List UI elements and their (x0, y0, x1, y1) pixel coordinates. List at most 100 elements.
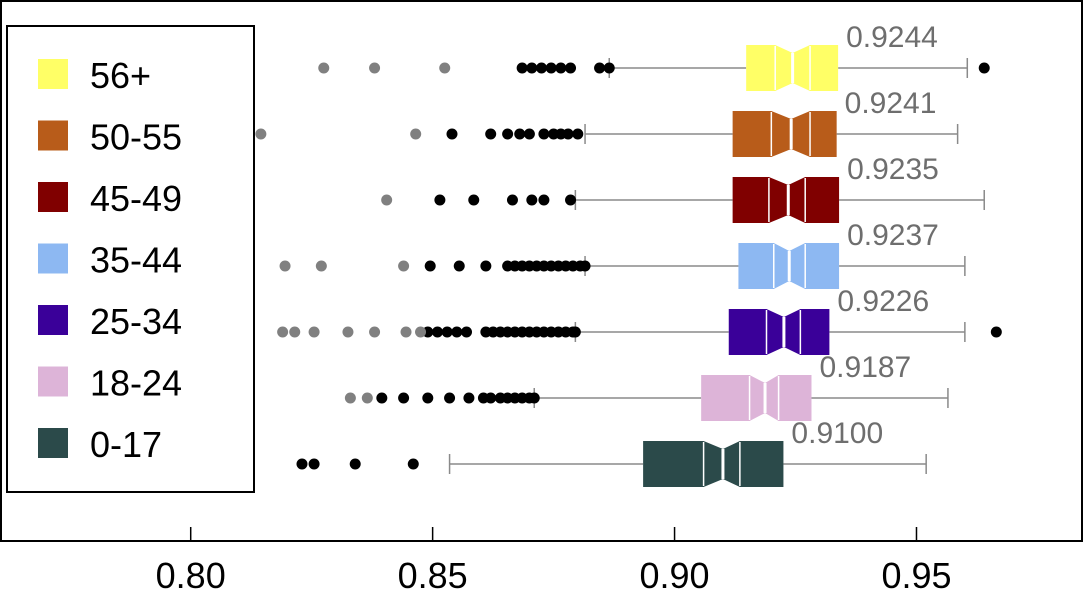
outlier-point (424, 260, 436, 272)
outlier-point-far (344, 392, 356, 404)
outlier-point (562, 128, 574, 140)
outlier-point-far (369, 326, 381, 338)
outlier-point-far (277, 326, 289, 338)
box-body (643, 441, 784, 487)
legend-label: 50-55 (90, 117, 182, 158)
x-axis: 0.80 0.85 0.90 0.95 (156, 527, 952, 596)
outlier-point (594, 62, 606, 74)
outlier-point (463, 392, 475, 404)
outlier-point-far (369, 62, 381, 74)
outlier-point (990, 326, 1002, 338)
outlier-point-far (315, 260, 327, 272)
outlier-point (526, 62, 538, 74)
box-body (701, 375, 812, 421)
outlier-point (444, 392, 456, 404)
box-body (732, 111, 837, 157)
outlier-point-far (398, 260, 410, 272)
x-tick-label: 0.90 (640, 555, 710, 596)
legend-label: 18-24 (90, 363, 182, 404)
outlier-point-far (415, 326, 427, 338)
legend-swatch (38, 428, 68, 458)
outlier-point (308, 458, 320, 470)
outlier-point (453, 260, 465, 272)
outlier-point-far (410, 128, 422, 140)
legend-swatch (38, 243, 68, 274)
boxes-layer: 0.9244 0.9241 0.9235 0.9237 0.9226 0.9187 0.91… (243, 21, 1002, 487)
outlier-point (526, 194, 538, 206)
legend-label: 35-44 (90, 240, 182, 281)
x-tick-label: 0.95 (881, 555, 951, 596)
median-value-label: 0.9241 (845, 87, 937, 120)
outlier-point (398, 392, 410, 404)
outlier-point (451, 326, 463, 338)
median-value-label: 0.9100 (791, 417, 883, 450)
outlier-point (978, 62, 990, 74)
outlier-point (572, 128, 584, 140)
outlier-point-far (381, 194, 393, 206)
outlier-point (468, 194, 480, 206)
outlier-point (536, 62, 547, 74)
outlier-point (480, 260, 492, 272)
outlier-point (485, 392, 497, 404)
outlier-point (538, 194, 550, 206)
outlier-point-far (439, 62, 451, 74)
outlier-point (506, 194, 518, 206)
legend-swatch (38, 305, 68, 335)
outlier-point (516, 62, 528, 74)
outlier-point (461, 326, 473, 338)
outlier-point (579, 260, 591, 272)
outlier-point (296, 458, 308, 470)
outlier-point (538, 128, 550, 140)
box-group-45-49: 0.9235 (381, 153, 985, 223)
x-tick-label: 0.80 (156, 555, 226, 596)
box-group-18-24: 0.9187 (344, 351, 949, 421)
outlier-point (446, 128, 458, 140)
legend-swatch (38, 366, 68, 397)
box-group-25-34: 0.9226 (277, 285, 1002, 355)
outlier-point (434, 194, 446, 206)
median-value-label: 0.9235 (847, 153, 939, 186)
median-value-label: 0.9226 (837, 285, 929, 318)
x-tick-label: 0.85 (398, 555, 468, 596)
outlier-point (528, 392, 540, 404)
box-body (732, 177, 840, 223)
outlier-point (565, 194, 577, 206)
legend: 56+ 50-55 45-49 35-44 25-34 18-24 0-17 (6, 25, 255, 493)
outlier-point (523, 128, 535, 140)
outlier-point-far (318, 62, 330, 74)
outlier-point (431, 326, 443, 338)
outlier-point-far (289, 326, 301, 338)
box-group-35-44: 0.9237 (279, 219, 966, 289)
outlier-point (569, 326, 581, 338)
outlier-point-far (279, 260, 291, 272)
outlier-point (376, 392, 388, 404)
box-group-50-55: 0.9241 (255, 87, 959, 157)
outlier-point (407, 458, 419, 470)
legend-label: 45-49 (90, 178, 182, 219)
outlier-point-far (255, 128, 267, 140)
legend-swatch (38, 120, 68, 151)
outlier-point-far (308, 326, 320, 338)
legend-swatch (38, 59, 68, 89)
outlier-point-far (361, 392, 373, 404)
outlier-point (349, 458, 361, 470)
outlier-point-far (400, 326, 412, 338)
legend-swatch (38, 182, 68, 212)
outlier-point (485, 128, 497, 140)
legend-label: 25-34 (90, 301, 182, 342)
median-value-label: 0.9237 (847, 219, 939, 252)
outlier-point-far (342, 326, 354, 338)
outlier-point (502, 128, 514, 140)
box-group-56+: 0.9244 (318, 21, 990, 91)
outlier-point (565, 62, 577, 74)
outlier-point (555, 62, 567, 74)
outlier-point (603, 62, 615, 74)
median-value-label: 0.9244 (846, 21, 938, 54)
legend-label: 56+ (90, 55, 151, 96)
outlier-point (514, 128, 526, 140)
box-body (728, 309, 830, 355)
outlier-point (422, 392, 434, 404)
outlier-point (441, 326, 453, 338)
median-value-label: 0.9187 (819, 351, 911, 384)
